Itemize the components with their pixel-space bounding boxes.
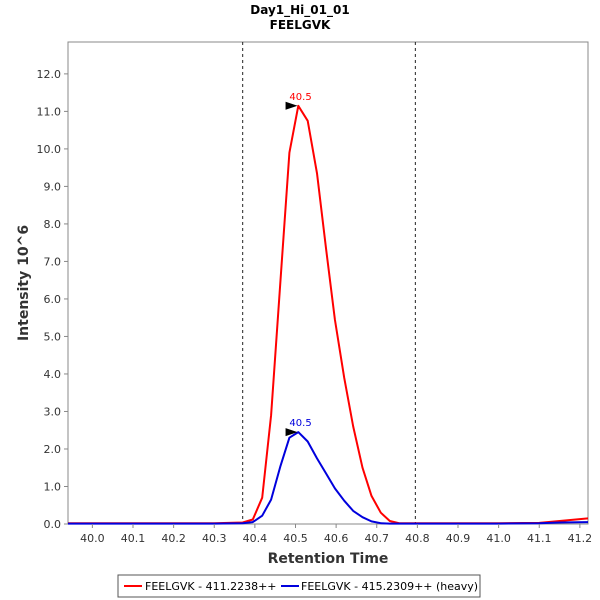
y-tick-label: 10.0 xyxy=(37,143,62,156)
y-tick-label: 7.0 xyxy=(44,255,62,268)
x-tick-label: 40.4 xyxy=(243,532,268,545)
x-tick-label: 41.1 xyxy=(527,532,552,545)
integration-boundaries xyxy=(242,42,416,524)
x-tick-label: 40.5 xyxy=(283,532,308,545)
series-line-heavy xyxy=(68,431,589,525)
x-axis-ticks: 40.0 40.1 40.2 40.3 40.4 40.5 40.6 40.7 40.8 40.9… xyxy=(80,524,592,545)
y-tick-label: 1.0 xyxy=(44,480,62,493)
y-tick-label: 2.0 xyxy=(44,443,62,456)
legend: FEELGVK - 411.2238++ FEELGVK - 415.2309+… xyxy=(117,574,481,598)
plot-area xyxy=(67,41,589,525)
x-tick-label: 40.7 xyxy=(365,532,390,545)
y-tick-label: 0.0 xyxy=(44,518,62,531)
x-tick-label: 40.1 xyxy=(121,532,146,545)
series-group xyxy=(68,104,589,525)
x-tick-label: 40.6 xyxy=(324,532,349,545)
x-tick-label: 41.0 xyxy=(486,532,511,545)
legend-entry-light: FEELGVK - 411.2238++ xyxy=(145,580,277,593)
peak-marker-icon xyxy=(285,428,298,437)
legend-entry-heavy: FEELGVK - 415.2309++ (heavy) xyxy=(301,580,478,593)
y-tick-label: 5.0 xyxy=(44,330,62,343)
peak-label: 40.5 xyxy=(289,92,311,103)
x-tick-label: 40.8 xyxy=(405,532,430,545)
y-tick-label: 11.0 xyxy=(37,105,62,118)
x-tick-label: 40.3 xyxy=(202,532,227,545)
y-tick-label: 6.0 xyxy=(44,293,62,306)
y-tick-label: 8.0 xyxy=(44,218,62,231)
x-tick-label: 41.2 xyxy=(568,532,593,545)
y-tick-label: 4.0 xyxy=(44,368,62,381)
peak-annotations: 40.5 40.5 xyxy=(285,92,312,437)
x-tick-label: 40.0 xyxy=(80,532,105,545)
y-axis-label: Intensity 10^6 xyxy=(16,225,32,341)
x-tick-label: 40.2 xyxy=(161,532,186,545)
y-tick-label: 9.0 xyxy=(44,180,62,193)
peak-label: 40.5 xyxy=(289,418,311,429)
y-axis-ticks: 0.0 1.0 2.0 3.0 4.0 5.0 6.0 7.0 8.0 9.0 10.0 11.0 12… xyxy=(37,68,68,531)
chart-subtitle: FEELGVK xyxy=(270,18,331,32)
peak-marker-icon xyxy=(285,101,298,110)
x-tick-label: 40.9 xyxy=(446,532,471,545)
x-axis-label: Retention Time xyxy=(268,551,389,567)
chart-title: Day1_Hi_01_01 xyxy=(250,3,349,18)
y-tick-label: 3.0 xyxy=(44,405,62,418)
y-tick-label: 12.0 xyxy=(37,68,62,81)
